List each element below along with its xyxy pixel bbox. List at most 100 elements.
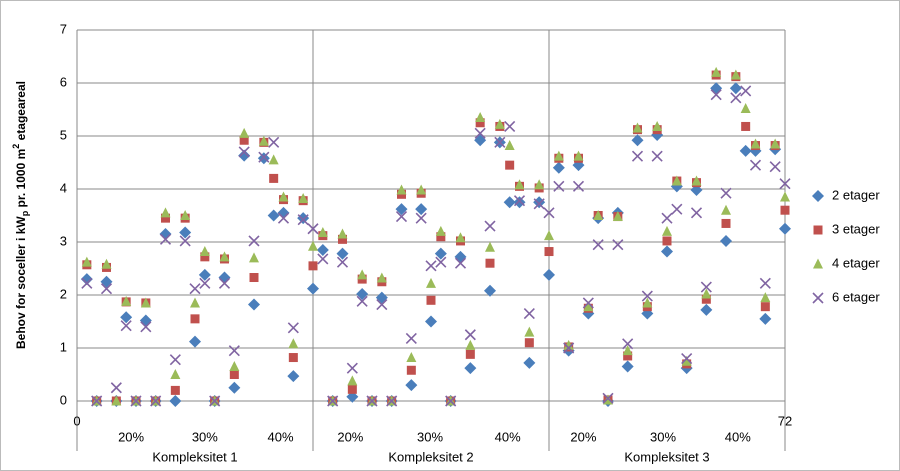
point (179, 235, 191, 247)
point (671, 175, 682, 186)
point (140, 321, 152, 333)
point (287, 370, 300, 383)
point (277, 212, 290, 224)
point (308, 240, 318, 251)
point (779, 178, 791, 190)
point (484, 284, 496, 297)
point (159, 233, 172, 245)
point (376, 298, 388, 311)
point (563, 342, 575, 354)
point (543, 268, 555, 281)
point (573, 150, 584, 161)
y-tick-label: 7 (60, 21, 67, 36)
point (592, 239, 604, 251)
point (475, 118, 485, 128)
x-tick-label: 0 (73, 413, 80, 428)
y-axis-label: Behov for soceller i kWp pr. 1000 m2 eta… (11, 81, 30, 349)
point (268, 136, 280, 148)
point (238, 149, 251, 162)
category-label: 20% (118, 429, 144, 444)
y-axis-label-sup: 2 (11, 144, 21, 149)
point (316, 243, 329, 256)
legend-label: 2 etager (832, 187, 880, 202)
point (100, 283, 113, 295)
point (721, 204, 731, 215)
point (396, 184, 407, 195)
y-tick-label: 6 (60, 74, 67, 89)
point (621, 360, 634, 373)
point (229, 361, 240, 372)
point (229, 370, 239, 379)
group-label: Kompleksitet 1 (152, 449, 237, 464)
point (721, 218, 731, 228)
point (454, 257, 467, 269)
point (239, 127, 250, 138)
point (199, 246, 210, 257)
point (455, 232, 466, 243)
point (445, 395, 457, 407)
point (770, 138, 781, 149)
point (701, 288, 712, 299)
point (160, 207, 171, 218)
point (612, 211, 623, 222)
point (179, 226, 192, 239)
point (475, 111, 486, 122)
point (534, 179, 545, 190)
point (337, 228, 348, 239)
category-label: 40% (268, 429, 294, 444)
point (524, 326, 535, 337)
legend-label: 3 etager (832, 221, 880, 236)
point (769, 161, 781, 173)
point (356, 287, 369, 300)
point (759, 312, 772, 325)
point (317, 253, 329, 265)
point (238, 146, 250, 158)
point (513, 195, 526, 207)
point (189, 283, 201, 295)
point (426, 295, 436, 305)
point (474, 127, 486, 139)
point (505, 160, 515, 170)
point (780, 205, 790, 215)
point (523, 356, 536, 369)
point (494, 136, 506, 148)
point (347, 375, 358, 386)
point (308, 261, 318, 271)
legend-marker (813, 225, 823, 235)
point (661, 212, 673, 224)
point (346, 362, 358, 374)
point (268, 154, 279, 165)
point (514, 179, 525, 190)
point (760, 292, 771, 303)
point (652, 120, 663, 131)
point (269, 173, 279, 183)
point (485, 258, 495, 268)
point (651, 150, 663, 162)
point (288, 353, 298, 363)
category-label: 30% (650, 429, 676, 444)
point (623, 351, 633, 361)
y-axis-label-part: pr. 1000 m (14, 149, 28, 211)
point (219, 251, 230, 262)
point (170, 369, 181, 379)
y-tick-label: 0 (60, 392, 67, 407)
point (267, 209, 280, 222)
point (170, 385, 180, 395)
point (523, 307, 535, 320)
point (209, 395, 221, 407)
point (130, 395, 142, 407)
point (583, 301, 594, 312)
point (228, 381, 241, 394)
point (524, 338, 534, 348)
point (249, 273, 259, 283)
category-label: 20% (337, 429, 363, 444)
point (249, 252, 259, 263)
point (435, 256, 447, 268)
point (503, 196, 516, 209)
point (436, 232, 446, 242)
point (759, 277, 771, 289)
point (239, 135, 249, 145)
point (465, 349, 475, 359)
point (602, 392, 614, 404)
